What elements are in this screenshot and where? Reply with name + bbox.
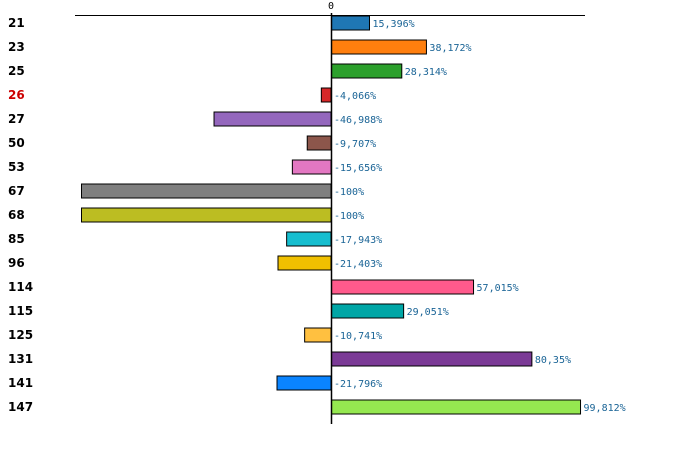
category-label: 85 — [8, 232, 25, 246]
zero-tick-label: 0 — [328, 1, 334, 12]
category-label: 131 — [8, 352, 33, 366]
bars-group: 21 15,396% 23 38,172% 25 28,314% 26 -4,066% 27 -4… — [8, 16, 626, 414]
value-label: -4,066% — [334, 91, 376, 102]
bar-chart: 0 21 15,396% 23 38,172% 25 28,314% 26 -4,066% 27… — [0, 0, 700, 453]
value-label: 57,015% — [477, 283, 519, 294]
category-label: 27 — [8, 112, 25, 126]
bar — [332, 352, 532, 366]
value-label: 80,35% — [535, 355, 571, 366]
category-label: 50 — [8, 136, 25, 150]
bar — [332, 400, 581, 414]
category-label: 53 — [8, 160, 25, 174]
category-label: 114 — [8, 280, 33, 294]
category-label: 115 — [8, 304, 33, 318]
category-label: 23 — [8, 40, 25, 54]
bar — [332, 304, 404, 318]
value-label: -100% — [334, 187, 364, 198]
bar — [307, 136, 331, 150]
bar — [277, 376, 331, 390]
category-label: 67 — [8, 184, 25, 198]
value-label: -21,403% — [334, 259, 382, 270]
category-label: 26 — [8, 88, 25, 102]
value-label: 29,051% — [407, 307, 449, 318]
value-label: -46,988% — [334, 115, 382, 126]
bar — [214, 112, 331, 126]
bar — [292, 160, 331, 174]
category-label: 21 — [8, 16, 25, 30]
bar — [305, 328, 331, 342]
bar — [287, 232, 331, 246]
category-label: 147 — [8, 400, 33, 414]
bar — [332, 16, 370, 30]
value-label: -15,656% — [334, 163, 382, 174]
bar — [278, 256, 331, 270]
category-label: 68 — [8, 208, 25, 222]
bar — [82, 208, 332, 222]
value-label: -9,707% — [334, 139, 376, 150]
value-label: 99,812% — [584, 403, 626, 414]
bar — [321, 88, 331, 102]
value-label: -10,741% — [334, 331, 382, 342]
category-label: 25 — [8, 64, 25, 78]
bar — [332, 64, 402, 78]
bar — [332, 280, 474, 294]
value-label: -21,796% — [334, 379, 382, 390]
value-label: 38,172% — [429, 43, 471, 54]
bar — [82, 184, 332, 198]
category-label: 141 — [8, 376, 33, 390]
bar — [332, 40, 427, 54]
value-label: 28,314% — [405, 67, 447, 78]
value-label: 15,396% — [372, 19, 414, 30]
value-label: -100% — [334, 211, 364, 222]
category-label: 96 — [8, 256, 25, 270]
value-label: -17,943% — [334, 235, 382, 246]
category-label: 125 — [8, 328, 33, 342]
